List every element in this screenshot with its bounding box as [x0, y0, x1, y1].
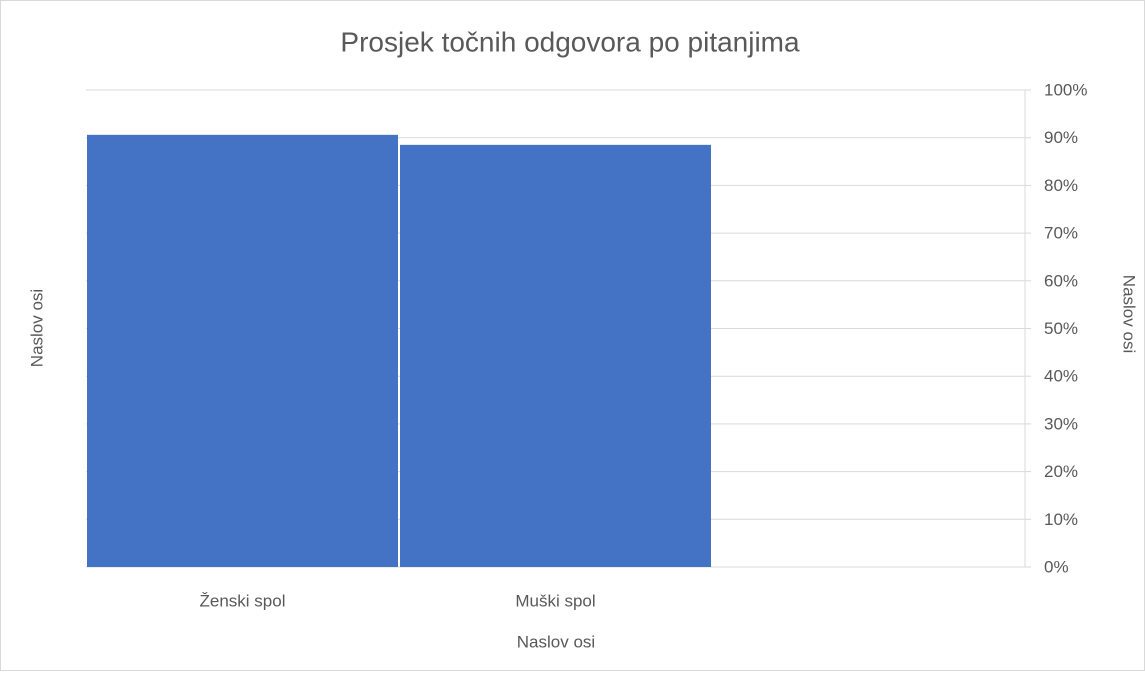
- chart-title: Prosjek točnih odgovora po pitanjima: [340, 26, 800, 57]
- x-tick-label: Muški spol: [515, 591, 595, 610]
- y2-tick-label: 70%: [1044, 224, 1078, 243]
- bar: [400, 144, 711, 568]
- x-axis-title: Naslov osi: [517, 632, 595, 651]
- y2-axis-title: Naslov osi: [1120, 275, 1139, 353]
- y2-tick-label: 10%: [1044, 510, 1078, 529]
- y-axis-title: Naslov osi: [27, 289, 46, 367]
- bar: [87, 134, 398, 567]
- y2-tick-label: 90%: [1044, 128, 1078, 147]
- y2-tick-label: 30%: [1044, 414, 1078, 433]
- y2-tick-label: 0%: [1044, 557, 1069, 576]
- y2-tick-label: 100%: [1044, 80, 1087, 99]
- y2-tick-label: 20%: [1044, 462, 1078, 481]
- y2-tick-label: 50%: [1044, 319, 1078, 338]
- y2-tick-label: 80%: [1044, 176, 1078, 195]
- y2-tick-label: 60%: [1044, 271, 1078, 290]
- x-tick-label: Ženski spol: [200, 591, 286, 610]
- y2-tick-label: 40%: [1044, 367, 1078, 386]
